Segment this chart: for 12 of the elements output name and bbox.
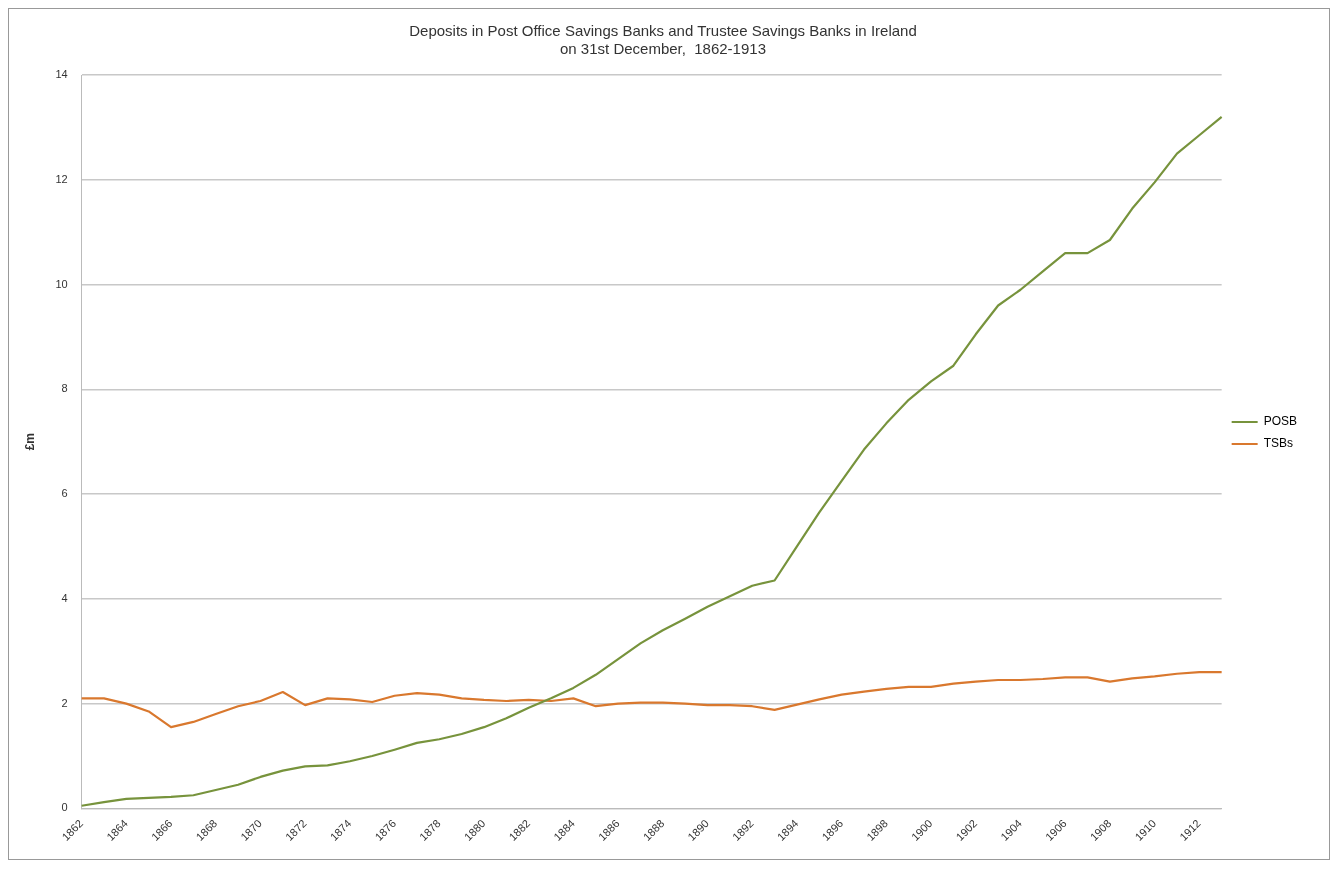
y-tick-label: 8 <box>61 382 68 395</box>
legend-label: TSBs <box>1263 436 1293 451</box>
y-tick-label: 14 <box>55 68 68 81</box>
y-axis-title: £m <box>22 433 37 451</box>
y-tick-label: 4 <box>61 591 68 604</box>
y-tick-label: 12 <box>55 172 68 185</box>
y-tick-label: 2 <box>61 696 68 709</box>
legend-label: POSB <box>1263 414 1298 429</box>
y-tick-label: 6 <box>61 487 68 500</box>
y-tick-label: 10 <box>55 277 68 290</box>
y-tick-label: 0 <box>61 801 68 814</box>
chart-title: Deposits in Post Office Savings Banks and Trustee Savings Banks in Ireland on 31st December, 1862-1913 <box>409 22 917 58</box>
